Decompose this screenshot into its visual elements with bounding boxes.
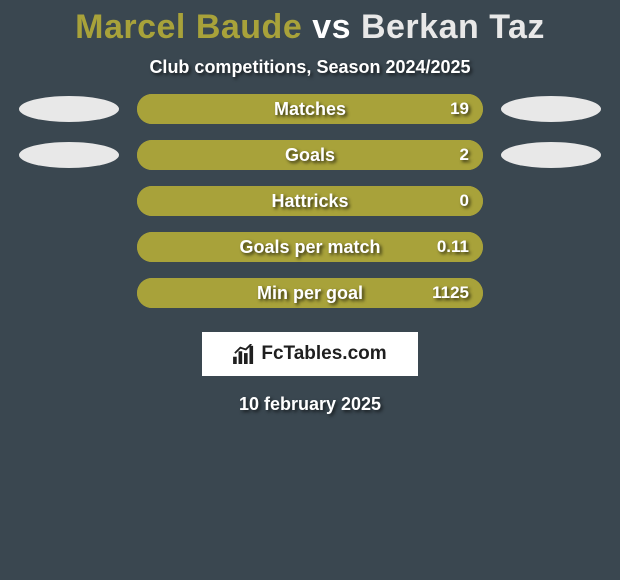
left-oval [19, 96, 119, 122]
stat-bar: Goals per match0.11 [137, 232, 483, 262]
vs-text: vs [312, 8, 351, 46]
page-title: Marcel Baude vs Berkan Taz [0, 0, 620, 47]
player2-name: Berkan Taz [361, 8, 545, 46]
stat-value-right: 0 [460, 186, 469, 216]
stat-row: Goals2 [0, 140, 620, 170]
date-text: 10 february 2025 [0, 394, 620, 415]
stat-label: Hattricks [137, 186, 483, 216]
stat-row: Min per goal1125 [0, 278, 620, 308]
stat-label: Goals [137, 140, 483, 170]
logo-box: FcTables.com [202, 332, 418, 376]
logo-text: FcTables.com [261, 343, 386, 365]
left-oval [19, 142, 119, 168]
stat-label: Matches [137, 94, 483, 124]
stat-label: Goals per match [137, 232, 483, 262]
stat-bar: Matches19 [137, 94, 483, 124]
player1-name: Marcel Baude [75, 8, 302, 46]
stat-value-right: 1125 [432, 278, 469, 308]
stat-bar: Goals2 [137, 140, 483, 170]
subtitle: Club competitions, Season 2024/2025 [0, 57, 620, 78]
stat-value-right: 19 [450, 94, 469, 124]
right-oval [501, 96, 601, 122]
stat-bar: Hattricks0 [137, 186, 483, 216]
bar-chart-icon [233, 344, 255, 364]
stat-row: Hattricks0 [0, 186, 620, 216]
stat-value-right: 0.11 [437, 232, 469, 262]
stat-row: Matches19 [0, 94, 620, 124]
right-oval [501, 142, 601, 168]
stat-value-right: 2 [460, 140, 469, 170]
stat-bar: Min per goal1125 [137, 278, 483, 308]
stat-row: Goals per match0.11 [0, 232, 620, 262]
